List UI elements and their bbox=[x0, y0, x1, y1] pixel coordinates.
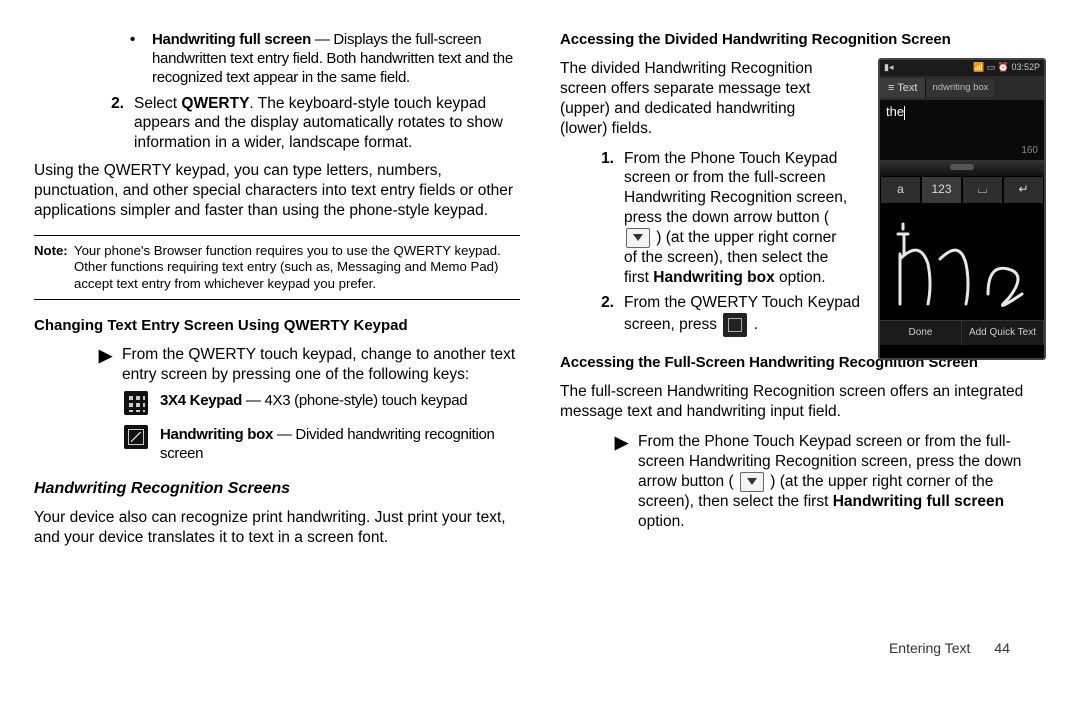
s1-pre: From the Phone Touch Keypad screen or fr… bbox=[624, 150, 847, 226]
down-arrow-icon bbox=[626, 228, 650, 248]
arrow-mark-2: ▶ bbox=[588, 432, 638, 531]
bullet-mark: • bbox=[124, 30, 152, 88]
status-left: ▮◂ bbox=[884, 62, 893, 74]
down-arrow-icon-2 bbox=[740, 472, 764, 492]
step-num: 2. bbox=[84, 94, 134, 153]
s1-post: option. bbox=[775, 269, 826, 286]
phone-handwriting-area bbox=[880, 204, 1044, 320]
bullet-hw-full: • Handwriting full screen — Displays the… bbox=[124, 30, 520, 88]
icon1-desc: — 4X3 (phone-style) touch keypad bbox=[242, 392, 467, 409]
status-right: 📶 ▭ ⏰ 03:52P bbox=[973, 62, 1040, 74]
step-body: Select QWERTY. The keyboard-style touch … bbox=[134, 94, 520, 153]
icon-row-keypad: 3X4 Keypad — 4X3 (phone-style) touch key… bbox=[124, 391, 520, 415]
note-text: Your phone's Browser function requires y… bbox=[74, 243, 520, 293]
full-arrow-body: From the Phone Touch Keypad screen or fr… bbox=[638, 432, 1046, 531]
heading-change: Changing Text Entry Screen Using QWERTY … bbox=[34, 316, 520, 335]
phone-char-count: 160 bbox=[1021, 145, 1038, 158]
keypad-icon bbox=[124, 391, 148, 415]
phone-typed: the bbox=[886, 104, 904, 119]
note-label: Note: bbox=[34, 243, 74, 293]
note-block: Note: Your phone's Browser function requ… bbox=[34, 235, 520, 301]
s1-bold: Handwriting box bbox=[653, 269, 774, 286]
r-step2-body: From the QWERTY Touch Keypad screen, pre… bbox=[624, 293, 864, 337]
full-para: The full-screen Handwriting Recognition … bbox=[560, 382, 1046, 422]
handwriting-stroke-icon bbox=[880, 204, 1044, 320]
phone-message-area: the 160 bbox=[880, 100, 1044, 160]
hw-para: Your device also can recognize print han… bbox=[34, 508, 520, 548]
footer-section: Entering Text bbox=[889, 640, 970, 656]
cursor-icon bbox=[904, 106, 905, 120]
phone-separator bbox=[880, 160, 1044, 176]
left-column: • Handwriting full screen — Displays the… bbox=[34, 30, 526, 630]
step2-pre: Select bbox=[134, 95, 181, 112]
arrow-text: From the QWERTY touch keypad, change to … bbox=[122, 345, 520, 385]
arrow-row-2: ▶ From the Phone Touch Keypad screen or … bbox=[588, 432, 1046, 531]
arrow-row-1: ▶ From the QWERTY touch keypad, change t… bbox=[72, 345, 520, 385]
heading-hw-screens: Handwriting Recognition Screens bbox=[34, 479, 520, 499]
right-column: Accessing the Divided Handwriting Recogn… bbox=[554, 30, 1046, 630]
handwriting-box-icon bbox=[124, 425, 148, 449]
div-para: The divided Handwriting Recognition scre… bbox=[560, 59, 840, 138]
phone-screenshot: ▮◂ 📶 ▭ ⏰ 03:52P ≡ Text ndwriting box the… bbox=[878, 58, 1046, 360]
full-arrow-bold: Handwriting full screen bbox=[833, 493, 1004, 510]
footer-page: 44 bbox=[994, 640, 1010, 656]
phone-add-quick-text: Add Quick Text bbox=[962, 321, 1044, 345]
phone-tab-hwbox: ndwriting box bbox=[926, 79, 994, 97]
hw-full-label: Handwriting full screen bbox=[152, 31, 311, 48]
s2-post: . bbox=[749, 316, 758, 333]
phone-key-enter: ↵ bbox=[1003, 176, 1044, 204]
r-step1-num: 1. bbox=[574, 149, 624, 288]
step-2: 2. Select QWERTY. The keyboard-style tou… bbox=[84, 94, 520, 153]
page-footer: Entering Text 44 bbox=[0, 640, 1080, 656]
phone-tab-text: ≡ Text bbox=[880, 78, 926, 98]
right-step-2: 2. From the QWERTY Touch Keypad screen, … bbox=[574, 293, 864, 337]
full-arrow-post: option. bbox=[638, 513, 685, 530]
phone-bottom-bar: Done Add Quick Text bbox=[880, 320, 1044, 345]
page: • Handwriting full screen — Displays the… bbox=[0, 0, 1080, 640]
r-step1-body: From the Phone Touch Keypad screen or fr… bbox=[624, 149, 850, 288]
qwerty-para: Using the QWERTY keypad, you can type le… bbox=[34, 161, 520, 220]
arrow-mark: ▶ bbox=[72, 345, 122, 385]
phone-topbar: ≡ Text ndwriting box bbox=[880, 76, 1044, 100]
icon2-label: Handwriting box bbox=[160, 426, 273, 443]
phone-key-a: a bbox=[880, 176, 921, 204]
heading-access-div: Accessing the Divided Handwriting Recogn… bbox=[560, 30, 1046, 49]
step2-bold: QWERTY bbox=[181, 95, 249, 112]
icon-row-hw: Handwriting box — Divided handwriting re… bbox=[124, 425, 520, 463]
phone-key-123: 123 bbox=[921, 176, 962, 204]
bullet-body: Handwriting full screen — Displays the f… bbox=[152, 30, 520, 88]
phone-done: Done bbox=[880, 321, 962, 345]
icon1-label: 3X4 Keypad bbox=[160, 392, 242, 409]
right-step-1: 1. From the Phone Touch Keypad screen or… bbox=[574, 149, 864, 288]
phone-status-bar: ▮◂ 📶 ▭ ⏰ 03:52P bbox=[880, 60, 1044, 76]
phone-key-space: ⌴ bbox=[962, 176, 1003, 204]
phone-key-row: a 123 ⌴ ↵ bbox=[880, 176, 1044, 204]
handwriting-small-icon bbox=[723, 313, 747, 337]
r-step2-num: 2. bbox=[574, 293, 624, 337]
